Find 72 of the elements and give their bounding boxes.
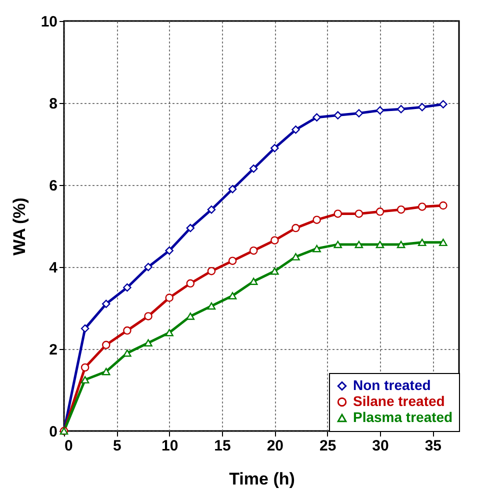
- point: [418, 102, 426, 112]
- x-tick-label: 35: [424, 438, 442, 454]
- point: [207, 266, 216, 276]
- x-tick-label: 10: [161, 438, 178, 454]
- point: [270, 267, 279, 275]
- point: [418, 238, 426, 246]
- point: [376, 106, 384, 115]
- point: [123, 349, 132, 357]
- point: [228, 292, 237, 300]
- y-tick-label: 0: [49, 424, 58, 440]
- legend-label: Non treated: [353, 377, 431, 393]
- point: [396, 240, 406, 248]
- point: [354, 210, 364, 218]
- point: [144, 312, 152, 320]
- y-tick-label: 10: [40, 14, 58, 30]
- point: [80, 324, 90, 333]
- point: [123, 326, 132, 335]
- y-tick-label: 8: [49, 96, 58, 112]
- point: [439, 100, 448, 108]
- point: [334, 240, 342, 248]
- point: [144, 262, 152, 272]
- point: [292, 126, 300, 134]
- x-tick-label: 20: [266, 438, 284, 454]
- point: [165, 328, 174, 336]
- point: [186, 224, 195, 232]
- x-tick-label: 15: [214, 438, 231, 454]
- point: [80, 376, 90, 384]
- y-axis-title: WA (%): [10, 198, 29, 256]
- point: [186, 312, 195, 320]
- point: [354, 109, 364, 118]
- point: [418, 202, 426, 211]
- point: [186, 279, 195, 288]
- point: [439, 201, 448, 210]
- legend-label: Plasma treated: [353, 409, 453, 425]
- point: [312, 244, 321, 252]
- point: [102, 340, 110, 350]
- point: [123, 283, 132, 292]
- x-tick-label: 0: [64, 438, 73, 454]
- point: [270, 236, 279, 244]
- point: [354, 240, 364, 248]
- point: [376, 208, 384, 216]
- y-tick-label: 4: [49, 260, 58, 276]
- x-tick-label: 25: [319, 438, 336, 454]
- point: [292, 224, 300, 232]
- point: [144, 339, 152, 347]
- point: [249, 164, 258, 173]
- point: [102, 300, 110, 308]
- point: [396, 205, 406, 214]
- point: [249, 246, 258, 255]
- point: [228, 256, 237, 265]
- point: [165, 294, 174, 302]
- point: [396, 105, 406, 114]
- point: [292, 253, 300, 260]
- point: [439, 238, 448, 246]
- x-tick-label: 30: [372, 438, 389, 454]
- point: [270, 144, 279, 152]
- legend-label: Silane treated: [353, 393, 445, 409]
- y-tick-label: 2: [49, 342, 58, 358]
- x-tick-label: 5: [112, 438, 122, 454]
- point: [207, 205, 216, 214]
- point: [376, 240, 384, 248]
- y-tick-label: 6: [49, 178, 58, 194]
- point: [312, 216, 321, 224]
- point: [207, 302, 216, 310]
- point: [334, 210, 342, 218]
- point: [228, 184, 237, 194]
- point: [165, 246, 174, 255]
- x-axis-title: Time (h): [229, 470, 295, 488]
- point: [80, 363, 90, 372]
- point: [312, 113, 321, 122]
- point: [102, 368, 110, 376]
- point: [334, 111, 342, 120]
